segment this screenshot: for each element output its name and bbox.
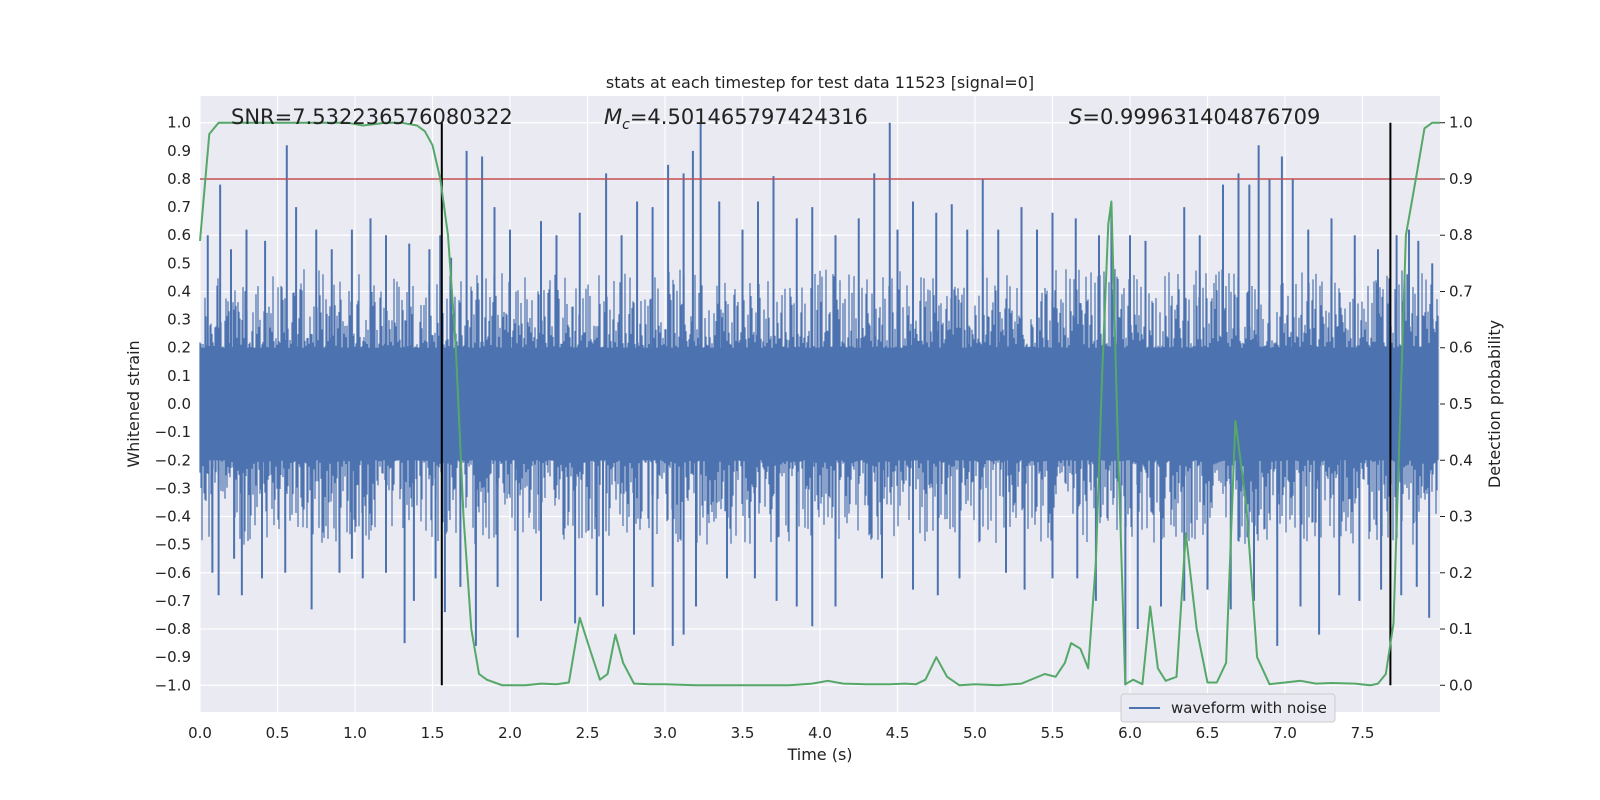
y-right-tick-label: 0.9	[1449, 170, 1473, 188]
x-tick-label: 4.5	[886, 724, 910, 742]
y-left-tick-label: 1.0	[167, 114, 191, 132]
y-left-tick-label: −0.2	[155, 451, 191, 469]
x-tick-label: 7.5	[1351, 724, 1375, 742]
x-tick-label: 1.5	[421, 724, 445, 742]
x-tick-label: 3.5	[731, 724, 755, 742]
x-tick-label: 5.5	[1041, 724, 1065, 742]
y-axis-left-label: Whitened strain	[124, 340, 143, 467]
x-tick-label: 3.0	[653, 724, 677, 742]
waveform-core-band	[200, 347, 1439, 461]
y-right-tick-label: 0.7	[1449, 282, 1473, 300]
x-tick-label: 7.0	[1273, 724, 1297, 742]
y-left-tick-label: 0.1	[167, 367, 191, 385]
y-left-tick-label: 0.6	[167, 226, 191, 244]
chirp-mass-subscript: c	[622, 117, 630, 133]
y-right-tick-label: 0.6	[1449, 339, 1473, 357]
snr-annotation: SNR=7.532236576080322	[231, 105, 513, 129]
reference-lines	[200, 122, 1440, 686]
y-left-tick-label: 0.2	[167, 339, 191, 357]
chirp-mass-value: =4.501465797424316	[630, 105, 868, 129]
y-left-tick-label: −0.4	[155, 508, 191, 526]
x-tick-label: 1.0	[343, 724, 367, 742]
y-left-tick-label: 0.7	[167, 198, 191, 216]
y-left-tick-label: 0.5	[167, 254, 191, 272]
y-left-tick-label: 0.4	[167, 282, 191, 300]
y-left-tick-label: −0.5	[155, 536, 191, 554]
chirp-mass-symbol: M	[604, 105, 622, 129]
x-tick-label: 0.0	[188, 724, 212, 742]
legend: waveform with noise	[1120, 693, 1336, 723]
y-left-tick-label: 0.0	[167, 395, 191, 413]
y-left-tick-label: 0.9	[167, 142, 191, 160]
y-right-tick-label: 1.0	[1449, 114, 1473, 132]
y-right-tick-label: 0.5	[1449, 395, 1473, 413]
x-tick-label: 0.5	[266, 724, 290, 742]
y-axis-right-label: Detection probability	[1485, 320, 1504, 488]
score-value: =0.999631404876709	[1082, 105, 1320, 129]
y-right-tick-label: 0.3	[1449, 508, 1473, 526]
y-right-tick-label: 0.4	[1449, 451, 1473, 469]
y-left-tick-label: −0.3	[155, 479, 191, 497]
x-tick-label: 4.0	[808, 724, 832, 742]
y-right-tick-label: 0.1	[1449, 620, 1473, 638]
x-axis-label: Time (s)	[786, 745, 852, 764]
detection-probability-line	[199, 121, 1440, 687]
x-tick-label: 6.0	[1118, 724, 1142, 742]
y-right-tick-label: 0.2	[1449, 564, 1473, 582]
x-tick-label: 2.5	[576, 724, 600, 742]
score-symbol: S	[1069, 105, 1082, 129]
y-right-tick-label: 0.8	[1449, 226, 1473, 244]
x-tick-label: 5.0	[963, 724, 987, 742]
legend-box	[1120, 693, 1336, 723]
x-tick-label: 6.5	[1196, 724, 1220, 742]
y-left-tick-label: −0.7	[155, 592, 191, 610]
y-left-tick-label: −0.8	[155, 620, 191, 638]
y-left-tick-label: −0.6	[155, 564, 191, 582]
y-left-tick-label: −1.0	[155, 676, 191, 694]
detection-probability-series	[199, 121, 1440, 687]
axis-ticks: 0.0 0.5 1.0 1.5 2.0 2.5 3.0 3.5 4.0 4.5 5.0 5.5 6.0 6…	[155, 114, 1473, 742]
y-left-tick-label: 0.8	[167, 170, 191, 188]
chart-title: stats at each timestep for test data 115…	[606, 73, 1034, 92]
y-right-tick-label: 0.0	[1449, 676, 1473, 694]
x-tick-label: 2.0	[498, 724, 522, 742]
score-annotation: S=0.999631404876709	[1069, 105, 1320, 129]
y-left-tick-label: −0.9	[155, 648, 191, 666]
y-left-tick-label: 0.3	[167, 311, 191, 329]
chirp-mass-annotation: Mc=4.501465797424316	[604, 105, 868, 133]
y-left-tick-label: −0.1	[155, 423, 191, 441]
waveform-series	[199, 122, 1439, 686]
legend-label: waveform with noise	[1171, 699, 1327, 717]
